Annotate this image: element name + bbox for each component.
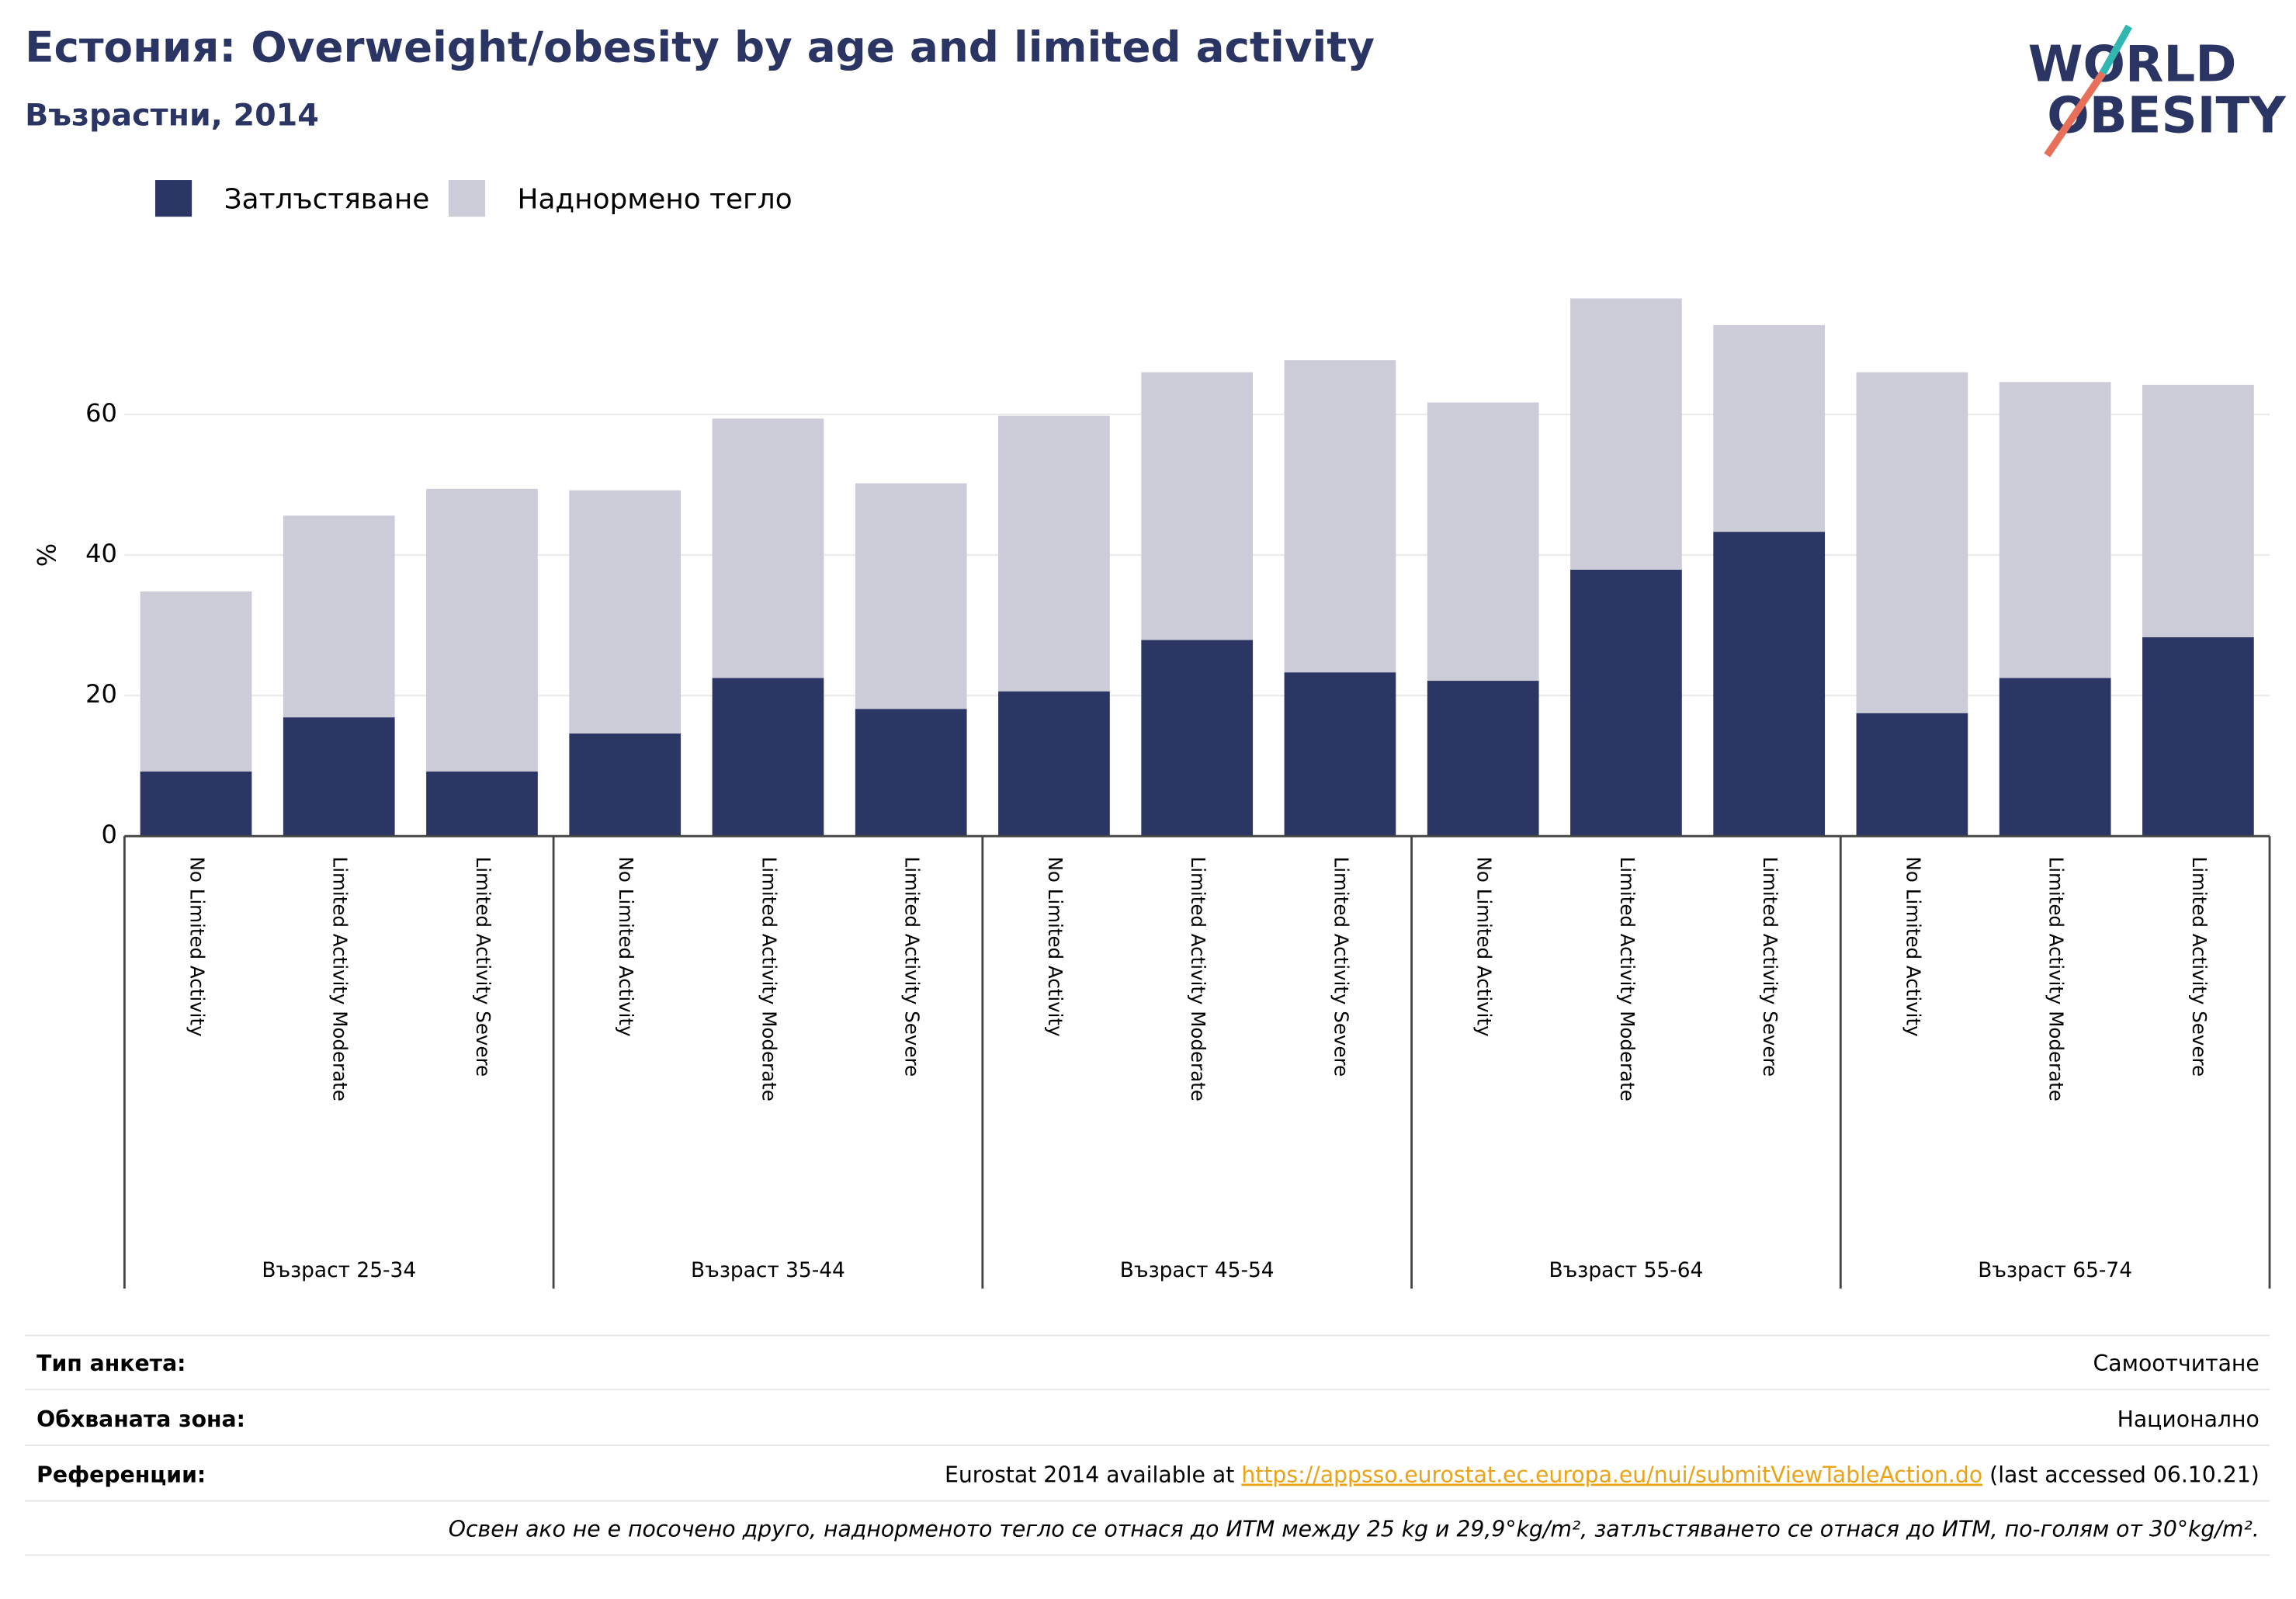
- bar-segment: [1856, 713, 1968, 837]
- group-label: Възраст 35-44: [691, 1258, 845, 1282]
- bar-segment: [855, 483, 967, 709]
- footer-label: Тип анкета:: [36, 1351, 186, 1376]
- y-axis-label: %: [32, 543, 61, 567]
- x-tick-label: No Limited Activity: [1902, 857, 1924, 1037]
- reference: Eurostat 2014 available at https://appss…: [945, 1462, 2260, 1488]
- bar-segment: [855, 709, 967, 837]
- y-tick-label: 20: [85, 679, 117, 709]
- bar-segment: [140, 771, 252, 837]
- group-label: Възраст 55-64: [1549, 1258, 1704, 1282]
- footer-label: Референции:: [36, 1462, 206, 1488]
- footnote: Освен ако не е посочено друго, наднормен…: [449, 1516, 2260, 1542]
- x-tick-label: Limited Activity Moderate: [1187, 857, 1209, 1101]
- bar-segment: [1141, 640, 1254, 837]
- bar-segment: [1427, 681, 1539, 837]
- bar-segment: [1713, 532, 1826, 837]
- legend-label: Наднормено тегло: [518, 183, 793, 215]
- y-tick-label: 40: [85, 539, 117, 568]
- legend-label: Затлъстяване: [224, 183, 430, 215]
- bar-segment: [1570, 569, 1682, 837]
- bar-segment: [283, 717, 395, 837]
- bar-segment: [712, 418, 824, 678]
- bar-segment: [1713, 324, 1826, 532]
- legend-swatch: [448, 180, 486, 217]
- bar-segment: [1999, 678, 2111, 837]
- reference-text: (last accessed 06.10.21): [1982, 1462, 2260, 1488]
- bar-segment: [712, 678, 824, 837]
- x-tick-label: No Limited Activity: [1473, 857, 1496, 1037]
- bar-segment: [1856, 372, 1968, 713]
- x-tick-label: Limited Activity Severe: [1330, 857, 1352, 1077]
- bar-segment: [2142, 636, 2254, 837]
- footer-value: Национално: [2117, 1406, 2260, 1432]
- legend-swatch: [154, 180, 192, 217]
- logo: WORLD OBESITY: [2028, 24, 2287, 158]
- bar-segment: [1141, 372, 1254, 640]
- bar-segment: [283, 515, 395, 718]
- footer: Тип анкета: Самоотчитане Обхваната зона:…: [25, 1334, 2270, 1556]
- x-tick-label: No Limited Activity: [186, 857, 208, 1037]
- logo-text: OBESITY: [2047, 86, 2287, 144]
- logo-slash: [2044, 71, 2106, 158]
- x-tick-label: Limited Activity Moderate: [758, 857, 780, 1101]
- bar-segment: [426, 488, 538, 772]
- x-tick-label: Limited Activity Severe: [2188, 857, 2211, 1077]
- x-tick-label: Limited Activity Moderate: [1616, 857, 1639, 1101]
- chart-subtitle: Възрастни, 2014: [25, 97, 319, 133]
- bar-segment: [1570, 298, 1682, 570]
- bar-segment: [140, 591, 252, 772]
- bar-segment: [569, 490, 682, 734]
- y-tick-label: 0: [102, 820, 117, 849]
- y-tick-label: 60: [85, 398, 117, 428]
- footer-value: Самоотчитане: [2093, 1351, 2260, 1376]
- bar-segment: [426, 771, 538, 837]
- x-tick-label: Limited Activity Severe: [1759, 857, 1781, 1077]
- bar-segment: [1284, 672, 1396, 837]
- x-tick-label: No Limited Activity: [1044, 857, 1066, 1037]
- bar-segment: [2142, 384, 2254, 637]
- bar-segment: [1427, 402, 1539, 682]
- logo-text: WORLD: [2028, 35, 2237, 93]
- group-label: Възраст 65-74: [1978, 1258, 2132, 1282]
- bar-segment: [1284, 360, 1396, 673]
- reference-text: Eurostat 2014 available at: [945, 1462, 1241, 1488]
- bar-segment: [998, 415, 1110, 692]
- bar-segment: [998, 691, 1110, 837]
- reference-link[interactable]: https://appsso.eurostat.ec.europa.eu/nui…: [1241, 1462, 1982, 1488]
- group-label: Възраст 45-54: [1120, 1258, 1275, 1282]
- footer-label: Обхваната зона:: [36, 1406, 245, 1432]
- x-tick-label: Limited Activity Severe: [472, 857, 494, 1077]
- logo-slash: [2099, 24, 2133, 75]
- x-tick-label: No Limited Activity: [615, 857, 637, 1037]
- x-tick-label: Limited Activity Moderate: [329, 857, 352, 1101]
- bar-segment: [569, 733, 682, 837]
- chart-title: Естония: Overweight/obesity by age and l…: [25, 22, 1375, 71]
- x-tick-label: Limited Activity Moderate: [2045, 857, 2068, 1101]
- bar-segment: [1999, 382, 2111, 678]
- x-tick-label: Limited Activity Severe: [901, 857, 924, 1077]
- group-label: Възраст 25-34: [262, 1258, 416, 1282]
